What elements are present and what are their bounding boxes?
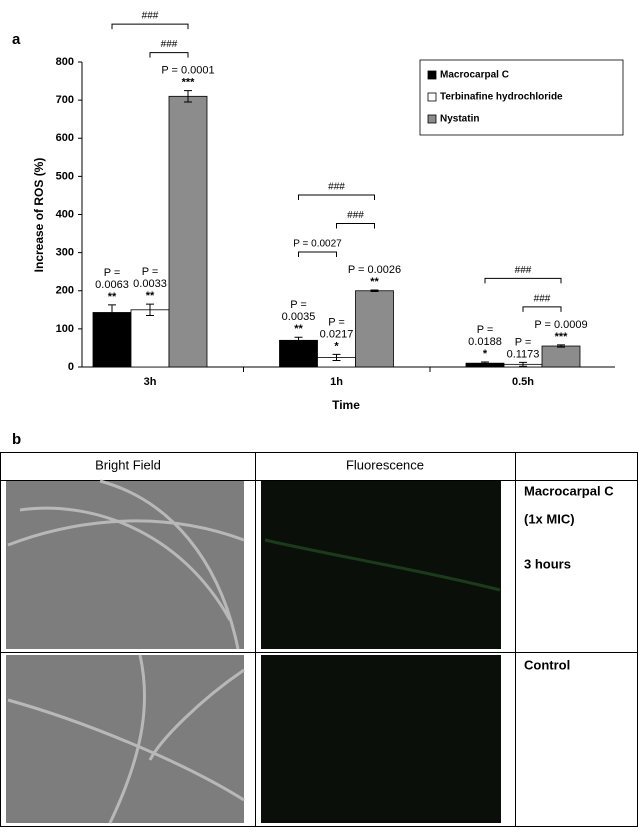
p-value-label: P =	[104, 267, 121, 279]
significance-bracket	[336, 222, 375, 229]
cell-text: Control	[524, 657, 570, 672]
p-value-label: 0.0217	[320, 328, 354, 340]
panel-label: b	[12, 431, 21, 448]
p-value-label: 0.0188	[468, 336, 502, 348]
bar	[168, 95, 208, 368]
x-axis-label: Time	[332, 398, 360, 412]
error-bar	[332, 353, 341, 362]
legend-swatch	[427, 70, 437, 80]
bar	[355, 290, 394, 368]
y-tick-label: 500	[56, 170, 74, 182]
hyphae	[7, 654, 245, 824]
y-tick-label: 600	[56, 132, 74, 144]
p-value-label: 0.0033	[133, 278, 167, 290]
bright-field-image	[6, 655, 244, 823]
y-tick-label: 800	[56, 56, 74, 68]
cell-text: 3 hours	[524, 556, 571, 571]
y-tick-label: 100	[56, 323, 74, 335]
bracket-label: ###	[161, 39, 178, 50]
error-bar	[519, 361, 527, 367]
significance-bracket	[149, 52, 189, 58]
error-bar	[184, 90, 192, 103]
p-value-label: 0.1173	[507, 348, 540, 360]
significance-bracket	[522, 306, 562, 312]
p-value-label: ***	[555, 331, 569, 343]
error-bar	[481, 361, 489, 365]
table-header: Fluorescence	[346, 457, 424, 472]
error-bar	[294, 336, 303, 344]
bar	[130, 309, 170, 368]
p-value-label: P = 0.0009	[534, 319, 587, 331]
bracket-label: ###	[347, 210, 364, 221]
y-tick-label: 700	[56, 94, 74, 106]
bracket-label: ###	[515, 265, 532, 276]
p-value-label: *	[483, 348, 488, 360]
p-value-label: P = 0.0001	[161, 65, 214, 77]
legend-label: Macrocarpal C	[440, 70, 509, 81]
y-tick-label: 0	[68, 361, 74, 373]
fluorescence-image	[261, 655, 501, 823]
p-value-label: P =	[477, 324, 494, 336]
error-bar	[108, 304, 116, 321]
p-value-label: *	[334, 340, 339, 352]
bar	[92, 312, 132, 368]
p-value-label: P =	[142, 266, 159, 278]
y-tick-label: 400	[56, 208, 74, 220]
error-bar	[557, 344, 565, 348]
p-value-label: **	[146, 290, 155, 302]
bracket-label: ###	[328, 182, 345, 193]
legend-label: Terbinafine hydrochloride	[440, 92, 563, 103]
bar	[541, 345, 581, 368]
fluorescence-signal	[264, 538, 501, 592]
x-tick-label: 3h	[144, 376, 157, 388]
x-tick-label: 1h	[330, 376, 343, 388]
p-value-label: **	[370, 276, 379, 288]
cell-text: (1x MIC)	[524, 511, 575, 526]
p-value-label: P =	[515, 336, 532, 348]
error-bar	[146, 303, 154, 317]
significance-bracket	[484, 277, 562, 284]
legend-swatch	[427, 92, 437, 102]
p-value-label: **	[294, 323, 303, 335]
p-value-label: ***	[182, 77, 196, 89]
significance-bracket	[298, 194, 375, 200]
p-value-label: P =	[290, 299, 307, 311]
legend-swatch	[427, 114, 437, 124]
significance-bracket	[298, 251, 337, 257]
bracket-label: P = 0.0027	[293, 239, 342, 250]
cell-text: Macrocarpal C	[524, 483, 614, 498]
error-bar	[370, 289, 379, 293]
p-value-label: P = 0.0026	[348, 264, 401, 276]
bar	[279, 339, 318, 368]
p-value-label: P =	[328, 316, 345, 328]
bracket-label: ###	[142, 11, 159, 22]
bracket-label: ###	[534, 294, 551, 305]
p-value-label: 0.0035	[282, 311, 316, 323]
p-value-label: 0.0063	[95, 279, 129, 291]
y-tick-label: 200	[56, 285, 74, 297]
panel-label: a	[12, 31, 21, 48]
legend-box	[419, 59, 624, 136]
table-header: Bright Field	[95, 457, 161, 472]
hyphae	[7, 479, 245, 650]
y-axis-label: Increase of ROS (%)	[32, 158, 46, 273]
significance-bracket	[111, 23, 189, 30]
p-value-label: **	[108, 291, 117, 303]
legend-label: Nystatin	[440, 114, 479, 125]
y-tick-label: 300	[56, 247, 74, 259]
x-tick-label: 0.5h	[512, 376, 534, 388]
